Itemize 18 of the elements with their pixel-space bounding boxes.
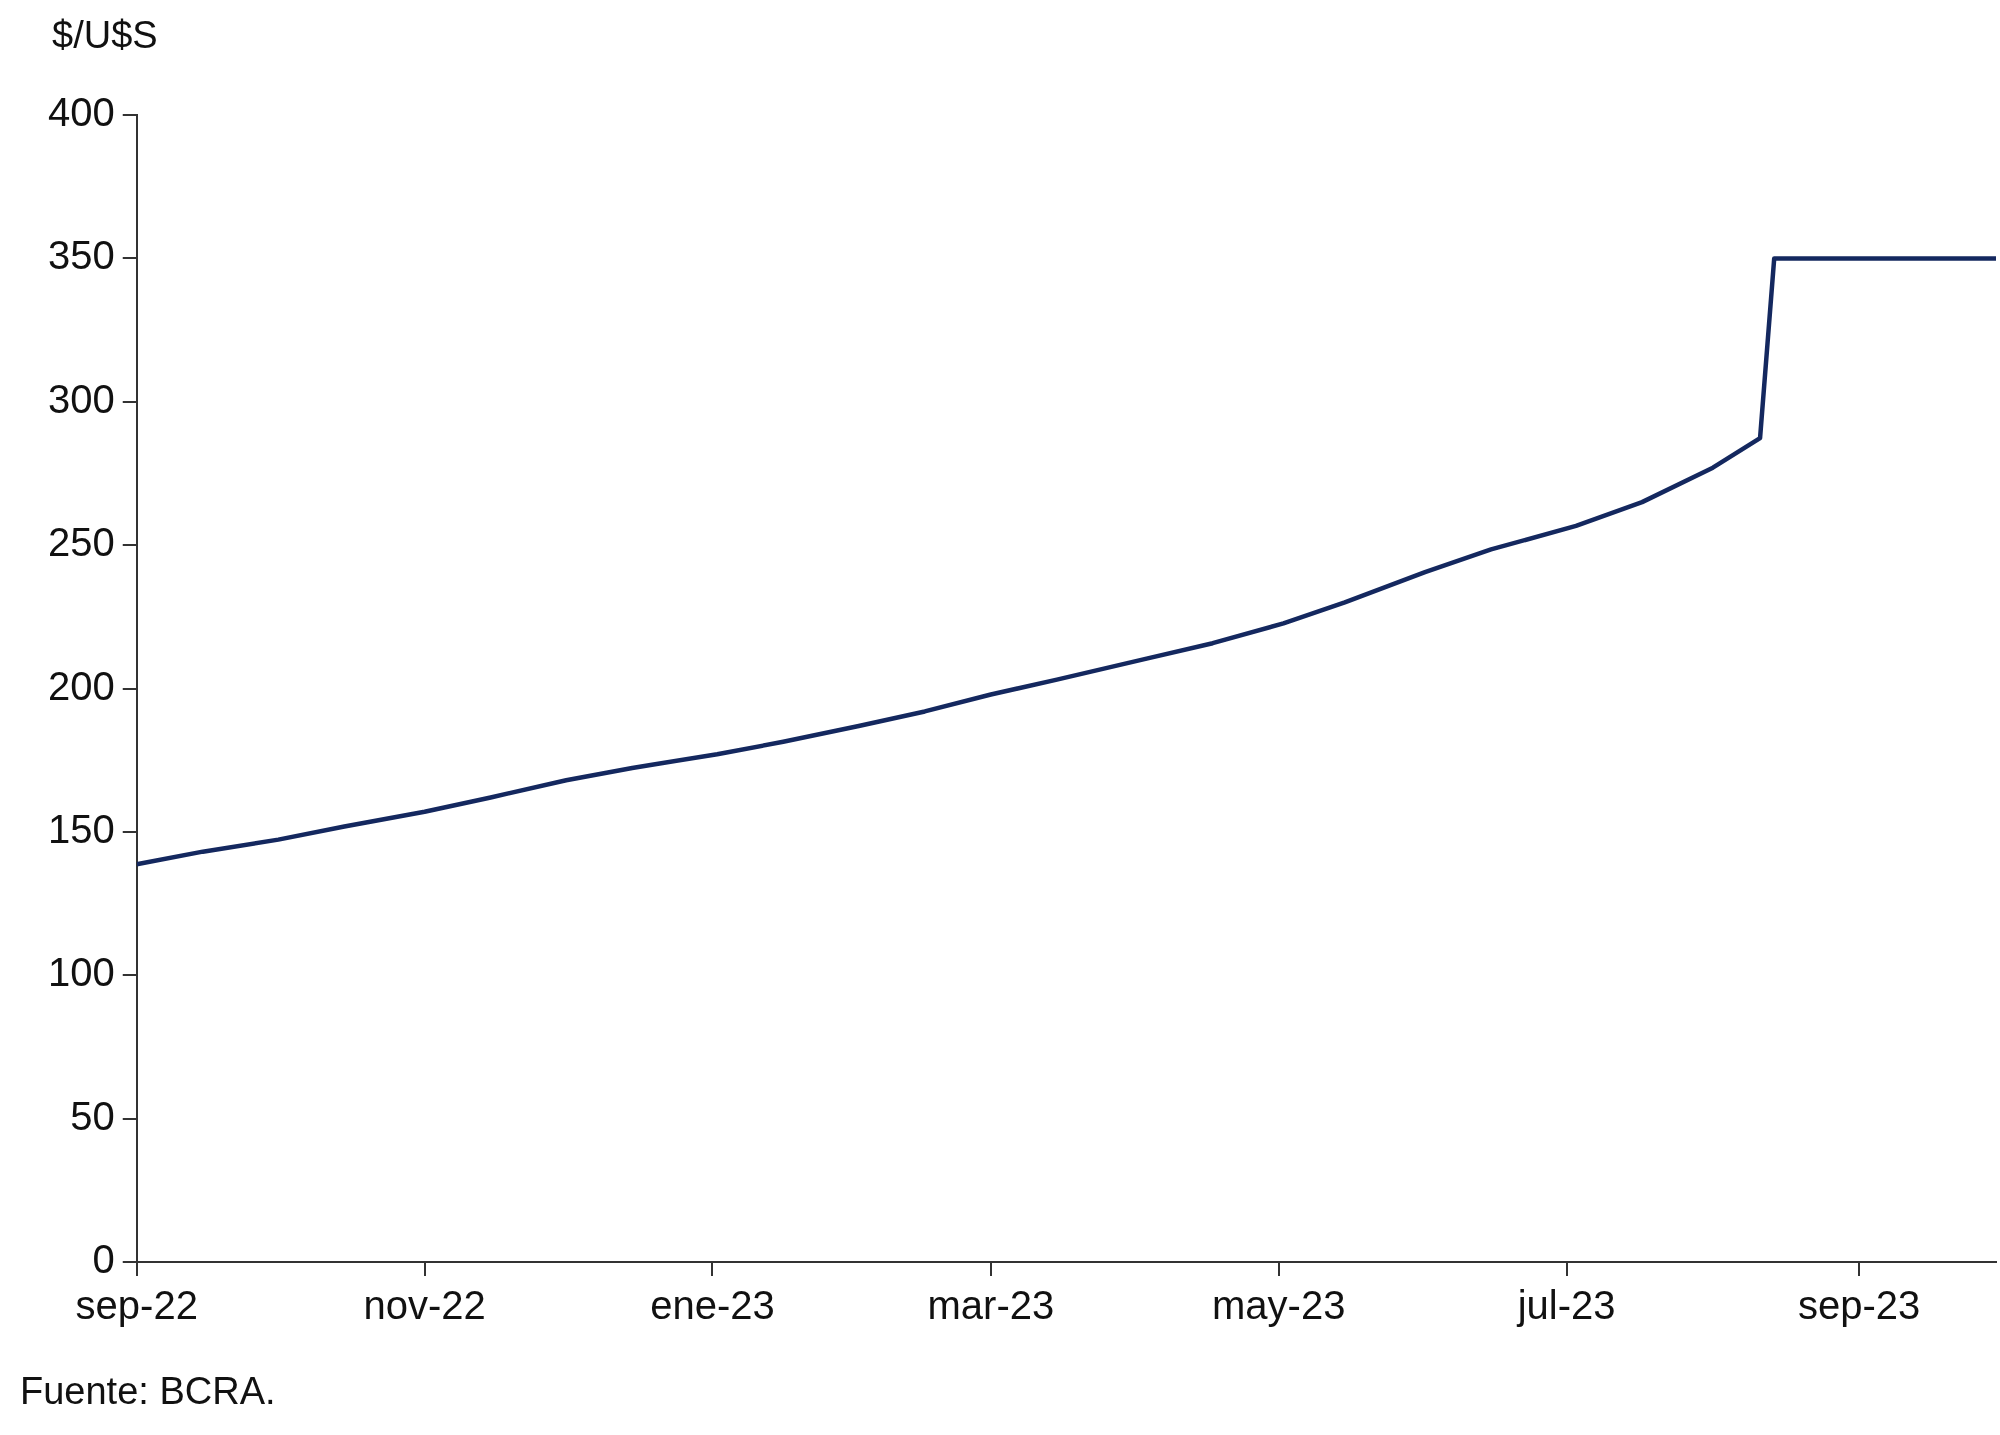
source-note: Fuente: BCRA. — [20, 1370, 276, 1413]
y-tick-label: 50 — [70, 1093, 115, 1138]
x-tick-label: ene-23 — [650, 1283, 775, 1328]
y-axis-title: $/U$S — [52, 14, 158, 57]
y-tick-label: 300 — [47, 376, 115, 421]
y-tick-label: 400 — [47, 90, 115, 135]
y-tick-label: 250 — [47, 520, 115, 565]
x-tick-label: jul-23 — [1516, 1283, 1616, 1328]
x-tick-label: sep-22 — [75, 1283, 198, 1328]
y-tick-label: 350 — [47, 233, 115, 278]
x-tick-label: sep-23 — [1797, 1283, 1921, 1328]
x-tick-label: nov-22 — [363, 1283, 486, 1328]
y-tick-label: 0 — [92, 1237, 115, 1282]
y-tick-label: 100 — [47, 950, 115, 995]
y-tick-label: 200 — [47, 663, 115, 708]
x-tick-label: may-23 — [1212, 1283, 1346, 1328]
x-tick-label: mar-23 — [927, 1283, 1055, 1328]
y-tick-label: 150 — [47, 806, 115, 851]
